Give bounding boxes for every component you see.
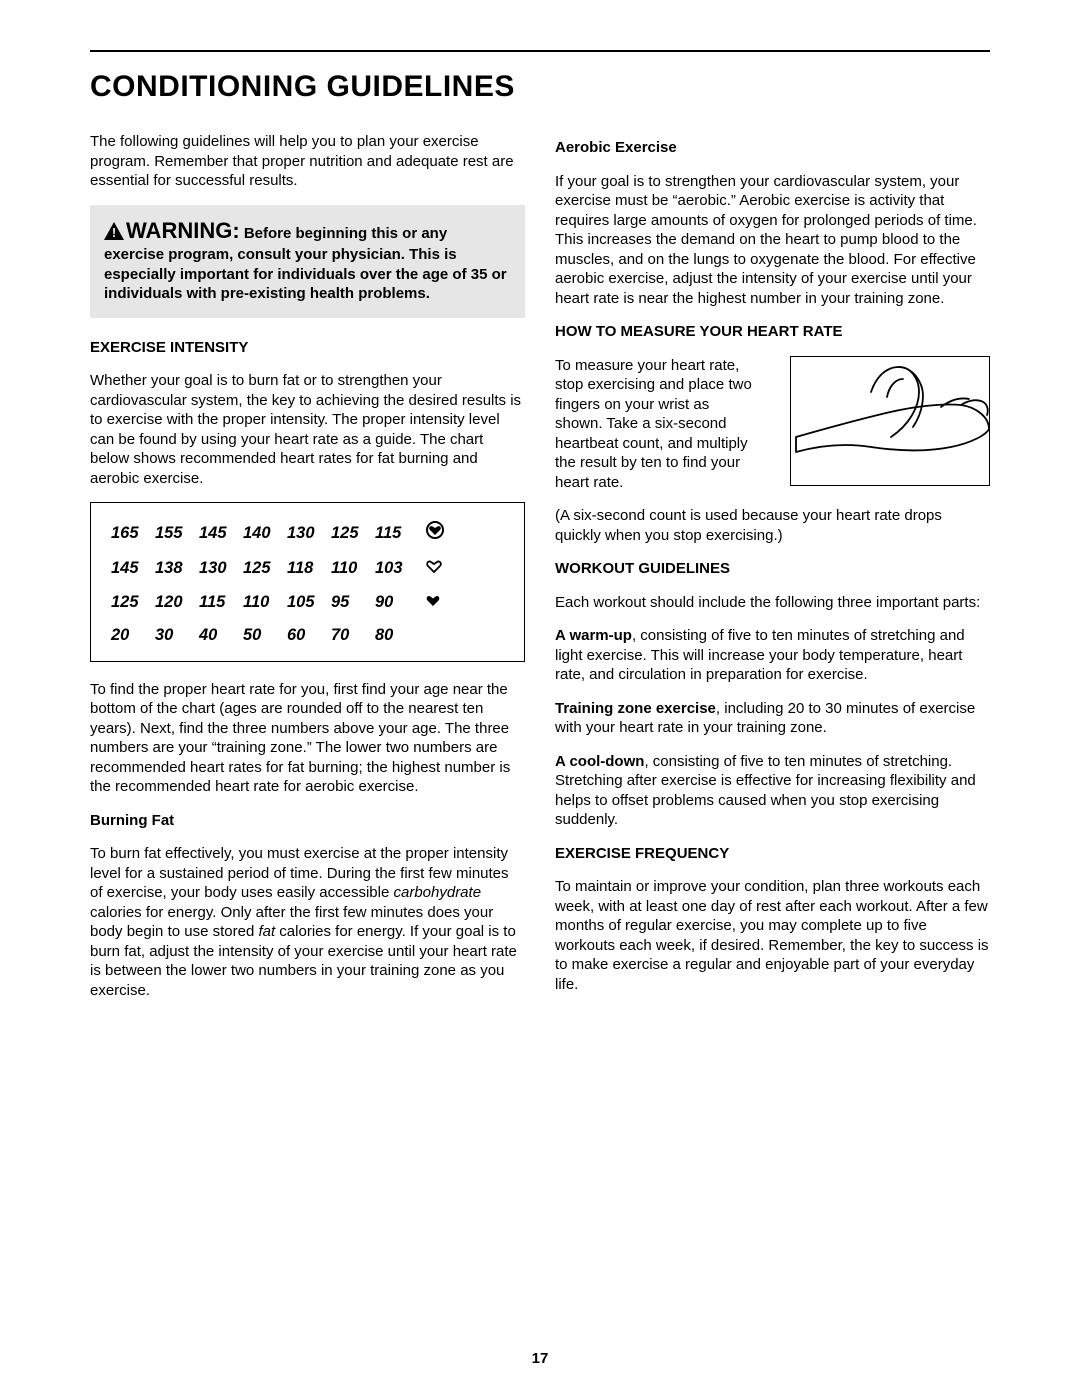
chart-cell: 120 <box>155 592 199 613</box>
heart-outline-icon <box>425 558 443 580</box>
chart-cell: 165 <box>111 523 155 544</box>
paragraph-measure-2: (A six-second count is used because your… <box>555 506 990 545</box>
chart-cell: 95 <box>331 592 375 613</box>
paragraph-aerobic: If your goal is to strengthen your cardi… <box>555 172 990 309</box>
svg-text:!: ! <box>112 225 116 240</box>
chart-row-aerobic: 165 155 145 140 130 125 115 <box>111 521 504 545</box>
chart-cell: 80 <box>375 625 419 646</box>
chart-cell: 60 <box>287 625 331 646</box>
chart-cell: 90 <box>375 592 419 613</box>
chart-cell: 103 <box>375 558 419 579</box>
chart-cell: 145 <box>111 558 155 579</box>
heart-solid-icon <box>425 592 441 613</box>
chart-cell: 125 <box>243 558 287 579</box>
chart-cell: 138 <box>155 558 199 579</box>
chart-cell: 140 <box>243 523 287 544</box>
chart-cell: 125 <box>331 523 375 544</box>
paragraph-cooldown: A cool-down, consisting of five to ten m… <box>555 752 990 830</box>
page-number: 17 <box>0 1350 1080 1367</box>
heading-measure-hr: HOW TO MEASURE YOUR HEART RATE <box>555 322 990 342</box>
chart-cell: 105 <box>287 592 331 613</box>
heart-bold-icon <box>425 521 445 545</box>
warning-box: ! WARNING: Before beginning this or any … <box>90 205 525 318</box>
wrist-block: To measure your heart rate, stop exercis… <box>555 356 990 493</box>
chart-cell: 130 <box>287 523 331 544</box>
chart-cell: 110 <box>243 592 287 613</box>
chart-cell: 155 <box>155 523 199 544</box>
chart-row-fat: 125 120 115 110 105 95 90 <box>111 592 504 613</box>
two-column-layout: The following guidelines will help you t… <box>90 132 990 1014</box>
heading-frequency: EXERCISE FREQUENCY <box>555 844 990 864</box>
left-column: The following guidelines will help you t… <box>90 132 525 1014</box>
paragraph-burning-fat: To burn fat effectively, you must exerci… <box>90 844 525 1000</box>
heading-burning-fat: Burning Fat <box>90 811 525 831</box>
chart-row-mid: 145 138 130 125 118 110 103 <box>111 558 504 580</box>
chart-cell: 115 <box>375 523 419 544</box>
chart-cell: 50 <box>243 625 287 646</box>
chart-cell: 130 <box>199 558 243 579</box>
chart-cell: 70 <box>331 625 375 646</box>
heading-workout: WORKOUT GUIDELINES <box>555 559 990 579</box>
chart-cell: 145 <box>199 523 243 544</box>
page-title: CONDITIONING GUIDELINES <box>90 70 990 104</box>
heading-exercise-intensity: EXERCISE INTENSITY <box>90 338 525 358</box>
paragraph-workout-intro: Each workout should include the followin… <box>555 593 990 613</box>
chart-cell: 118 <box>287 558 331 579</box>
bold-lead: Training zone exercise <box>555 700 716 717</box>
paragraph-training: Training zone exercise, including 20 to … <box>555 699 990 738</box>
chart-cell: 110 <box>331 558 375 579</box>
right-column: Aerobic Exercise If your goal is to stre… <box>555 132 990 1014</box>
intro-paragraph: The following guidelines will help you t… <box>90 132 525 191</box>
warning-lead: WARNING: <box>126 218 240 243</box>
heart-rate-chart: 165 155 145 140 130 125 115 145 138 130 … <box>90 502 525 662</box>
chart-cell: 20 <box>111 625 155 646</box>
bold-lead: A cool-down <box>555 753 644 770</box>
paragraph-warmup: A warm-up, consisting of five to ten min… <box>555 626 990 685</box>
paragraph-measure-1: To measure your heart rate, stop exercis… <box>555 356 755 493</box>
warning-triangle-icon: ! <box>104 222 124 246</box>
top-rule <box>90 50 990 52</box>
italic-carbohydrate: carbohydrate <box>393 884 481 901</box>
chart-cell: 125 <box>111 592 155 613</box>
italic-fat: fat <box>258 923 275 940</box>
paragraph-intensity: Whether your goal is to burn fat or to s… <box>90 371 525 488</box>
chart-cell: 115 <box>199 592 243 613</box>
paragraph-frequency: To maintain or improve your condition, p… <box>555 877 990 994</box>
chart-cell: 40 <box>199 625 243 646</box>
bold-lead: A warm-up <box>555 627 632 644</box>
wrist-pulse-illustration <box>790 356 990 486</box>
chart-cell: 30 <box>155 625 199 646</box>
paragraph-chart-explain: To find the proper heart rate for you, f… <box>90 680 525 797</box>
heading-aerobic: Aerobic Exercise <box>555 138 990 158</box>
chart-row-age: 20 30 40 50 60 70 80 <box>111 625 504 646</box>
